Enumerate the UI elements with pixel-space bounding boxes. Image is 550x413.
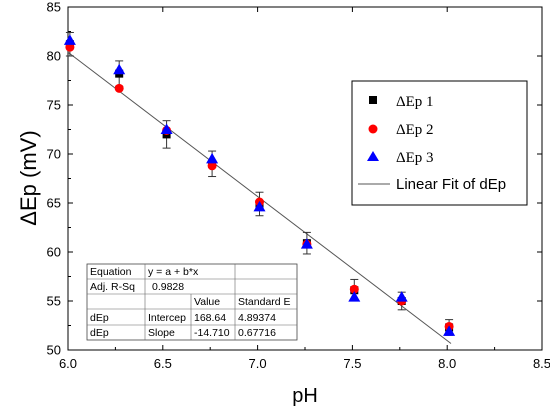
y-tick-label: 85 — [47, 0, 61, 15]
y-tick-label: 50 — [47, 343, 61, 358]
y-tick-label: 65 — [47, 196, 61, 211]
stats-header-stderr: Standard E — [238, 296, 291, 308]
stats-cell-intercept-label: Intercep — [148, 312, 186, 324]
stats-cell-slope-value: -14.710 — [194, 327, 230, 339]
legend-marker-series-2 — [368, 124, 378, 134]
stats-cell-rsq-label: Adj. R-Sq — [90, 281, 135, 293]
data-markers — [63, 34, 456, 336]
legend-label-fit: Linear Fit of dEp — [396, 176, 506, 193]
legend-marker-series-1 — [369, 96, 377, 104]
x-tick-label: 8.5 — [533, 356, 550, 371]
stats-cell-slope-dep: dEp — [90, 327, 109, 339]
stats-table: Equation y = a + b*x Adj. R-Sq 0.9828 Va… — [86, 263, 298, 341]
stats-cell-slope-label: Slope — [148, 327, 175, 339]
stats-cell-equation-value: y = a + b*x — [148, 266, 199, 278]
data-point-series-3 — [348, 291, 361, 302]
data-point-series-2 — [114, 83, 124, 93]
y-tick-label: 75 — [47, 98, 61, 113]
data-point-series-3 — [443, 325, 456, 336]
data-point-series-2 — [207, 161, 217, 171]
data-point-series-2 — [349, 284, 359, 294]
x-axis: 6.0 6.5 7.0 7.5 8.0 8.5 — [59, 7, 550, 371]
stats-cell-rsq-value: 0.9828 — [152, 281, 184, 293]
data-point-series-3 — [206, 152, 219, 164]
stats-cell-intercept-stderr: 4.89374 — [238, 312, 276, 324]
x-tick-label: 7.0 — [249, 356, 267, 371]
y-tick-label: 60 — [47, 245, 61, 260]
y-axis-title: ΔEp (mV) — [16, 130, 41, 225]
legend: ΔEp 1 ΔEp 2 ΔEp 3 Linear Fit of dEp — [351, 80, 528, 206]
stats-cell-intercept-dep: dEp — [90, 312, 109, 324]
stats-cell-slope-stderr: 0.67716 — [238, 327, 276, 339]
data-point-series-2 — [65, 42, 75, 52]
y-tick-label: 55 — [47, 294, 61, 309]
stats-table-frame — [86, 263, 298, 341]
legend-label-series-2: ΔEp 2 — [396, 122, 434, 138]
data-point-series-3 — [160, 123, 173, 134]
stats-cell-equation-label: Equation — [90, 266, 132, 278]
x-tick-label: 6.5 — [154, 356, 172, 371]
data-point-series-3 — [253, 200, 266, 212]
stats-header-value: Value — [194, 296, 220, 308]
x-tick-label: 6.0 — [59, 356, 77, 371]
y-tick-label: 70 — [47, 147, 61, 162]
data-point-series-3 — [113, 63, 126, 75]
legend-marker-series-3 — [367, 151, 379, 161]
stats-cell-intercept-value: 168.64 — [194, 312, 226, 324]
data-point-series-3 — [300, 238, 313, 249]
x-axis-title: pH — [292, 385, 318, 407]
data-point-series-3 — [63, 34, 76, 45]
legend-label-series-1: ΔEp 1 — [396, 94, 434, 110]
data-point-series-3 — [395, 291, 408, 302]
x-tick-label: 7.5 — [343, 356, 361, 371]
legend-label-series-3: ΔEp 3 — [396, 150, 434, 166]
y-tick-label: 80 — [47, 49, 61, 64]
x-tick-label: 8.0 — [438, 356, 456, 371]
stats-table-grid — [87, 264, 297, 340]
